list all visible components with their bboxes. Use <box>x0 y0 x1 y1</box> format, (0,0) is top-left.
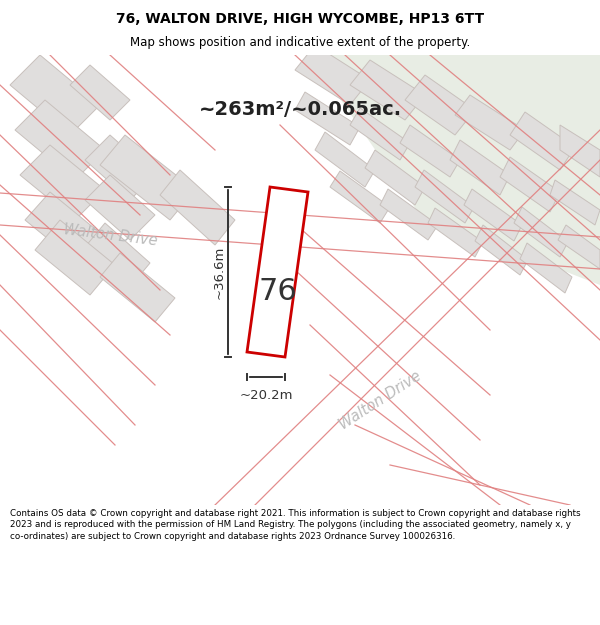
Polygon shape <box>10 55 100 135</box>
Polygon shape <box>100 135 195 220</box>
Polygon shape <box>520 243 572 293</box>
Text: 76: 76 <box>258 278 297 306</box>
Text: ~36.6m: ~36.6m <box>212 245 226 299</box>
Polygon shape <box>85 175 155 240</box>
Polygon shape <box>295 92 360 145</box>
Polygon shape <box>550 180 600 225</box>
Polygon shape <box>70 65 130 120</box>
Text: Walton Drive: Walton Drive <box>336 368 424 432</box>
Text: Map shows position and indicative extent of the property.: Map shows position and indicative extent… <box>130 36 470 49</box>
Polygon shape <box>15 100 105 180</box>
Text: 76, WALTON DRIVE, HIGH WYCOMBE, HP13 6TT: 76, WALTON DRIVE, HIGH WYCOMBE, HP13 6TT <box>116 12 484 26</box>
Polygon shape <box>464 189 522 241</box>
Polygon shape <box>558 225 600 269</box>
Text: Contains OS data © Crown copyright and database right 2021. This information is : Contains OS data © Crown copyright and d… <box>10 509 581 541</box>
Polygon shape <box>428 208 483 257</box>
Polygon shape <box>350 108 410 160</box>
Polygon shape <box>160 170 235 245</box>
Polygon shape <box>475 225 528 275</box>
Text: ~20.2m: ~20.2m <box>239 389 293 402</box>
Polygon shape <box>20 145 105 220</box>
Polygon shape <box>100 253 175 322</box>
Polygon shape <box>400 125 460 177</box>
Polygon shape <box>450 140 510 195</box>
Polygon shape <box>35 220 115 295</box>
Polygon shape <box>25 192 105 265</box>
Polygon shape <box>500 157 560 212</box>
Text: Walton Drive: Walton Drive <box>62 222 158 248</box>
Polygon shape <box>85 135 155 200</box>
Polygon shape <box>85 223 150 287</box>
Polygon shape <box>350 60 425 120</box>
Polygon shape <box>560 125 600 177</box>
Polygon shape <box>510 112 575 170</box>
Polygon shape <box>247 187 308 357</box>
Text: ~263m²/~0.065ac.: ~263m²/~0.065ac. <box>199 100 401 119</box>
Polygon shape <box>310 55 600 285</box>
Polygon shape <box>514 207 568 257</box>
Polygon shape <box>455 95 525 150</box>
Polygon shape <box>315 132 375 187</box>
Polygon shape <box>295 45 370 105</box>
Polygon shape <box>365 150 425 205</box>
Polygon shape <box>380 189 438 240</box>
Polygon shape <box>415 170 474 223</box>
Polygon shape <box>330 171 390 223</box>
Polygon shape <box>405 75 475 135</box>
